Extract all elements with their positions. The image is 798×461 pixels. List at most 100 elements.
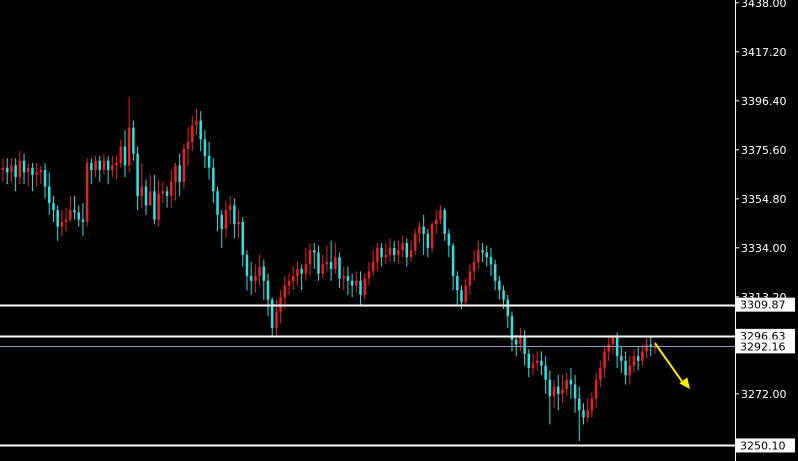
candle-body: [380, 247, 383, 258]
level-label-box: [736, 328, 795, 343]
candle: [153, 174, 156, 225]
y-tick-label: 3396.40: [741, 95, 787, 108]
candle: [590, 391, 594, 418]
candle: [212, 158, 215, 204]
y-tick: 3417.20: [735, 46, 787, 59]
candle: [161, 181, 165, 204]
level-label: 3309.87: [736, 297, 795, 312]
candle: [199, 111, 202, 152]
candle: [64, 207, 68, 232]
candle-body: [430, 224, 434, 248]
candle: [31, 163, 34, 192]
candle: [607, 337, 610, 361]
candle: [430, 221, 434, 253]
candle-body: [43, 170, 47, 187]
candle-body: [279, 297, 282, 312]
candle-body: [544, 365, 547, 380]
candle-body: [371, 261, 375, 272]
candle: [384, 243, 388, 265]
candle: [191, 115, 194, 152]
candle: [22, 153, 26, 185]
candle: [380, 243, 383, 267]
candle-body: [283, 285, 287, 298]
current-price-label-box: [736, 339, 795, 354]
candle-body: [435, 219, 438, 225]
candle-body: [578, 398, 581, 411]
candle: [573, 375, 577, 413]
candle: [216, 186, 219, 232]
y-tick: 3396.40: [735, 95, 787, 108]
candle-body: [224, 210, 228, 229]
candle-body: [249, 276, 253, 281]
candle: [599, 360, 602, 387]
candle-body: [611, 337, 615, 345]
candle: [317, 245, 320, 281]
candle-body: [493, 264, 497, 281]
candle-body: [144, 186, 148, 206]
candle: [5, 158, 9, 185]
y-tick: 3438.00: [735, 0, 787, 10]
candle: [401, 236, 404, 258]
candle-body: [304, 264, 308, 274]
candle: [624, 351, 627, 385]
candle-body: [628, 365, 632, 376]
candle-body: [313, 250, 316, 253]
candle-body: [510, 316, 514, 340]
candle-body: [31, 167, 34, 175]
candle-body: [460, 290, 463, 302]
candle: [73, 195, 76, 220]
candle: [561, 375, 564, 404]
candle-body: [346, 276, 350, 281]
candle: [632, 349, 636, 373]
candle-body: [165, 191, 169, 196]
candle: [582, 403, 585, 425]
candle: [195, 108, 198, 135]
candle: [249, 261, 253, 295]
candle: [447, 228, 451, 258]
candle-body: [485, 252, 489, 258]
candle: [485, 245, 489, 267]
candle-body: [582, 410, 585, 418]
candle-body: [397, 250, 400, 255]
candle: [300, 264, 303, 291]
candle: [266, 273, 270, 317]
candle: [443, 207, 446, 241]
candle-body: [359, 280, 362, 295]
candle-body: [594, 379, 598, 399]
candle: [262, 259, 266, 300]
candle: [409, 240, 413, 262]
candle: [594, 372, 598, 408]
candle-body: [418, 226, 421, 234]
candle: [186, 127, 190, 166]
candle-body: [26, 167, 30, 173]
y-tick-label: 3334.00: [741, 242, 787, 255]
y-tick: 3354.80: [735, 193, 787, 206]
candle-body: [472, 261, 476, 272]
candle-body: [350, 280, 354, 286]
candle-body: [498, 280, 501, 291]
candle: [178, 153, 181, 196]
candle: [10, 158, 13, 182]
candle-body: [266, 280, 270, 300]
candle-body: [186, 141, 190, 149]
candle-body: [207, 155, 211, 168]
candle-body: [523, 337, 526, 354]
candle: [39, 165, 43, 185]
candle-body: [329, 261, 333, 270]
current-price-label-text: 3292.16: [740, 340, 786, 353]
candle-body: [102, 160, 106, 171]
candle: [514, 334, 518, 357]
candle: [111, 155, 114, 178]
candle-body: [456, 276, 459, 291]
candle: [308, 243, 312, 277]
candle-body: [123, 146, 127, 166]
candle-body: [620, 356, 623, 361]
candle-body: [565, 379, 568, 390]
candle: [203, 130, 207, 168]
candle-body: [649, 344, 653, 347]
candle: [338, 252, 341, 288]
candle: [123, 130, 127, 178]
candle-body: [548, 379, 552, 397]
candle-body: [556, 386, 560, 394]
